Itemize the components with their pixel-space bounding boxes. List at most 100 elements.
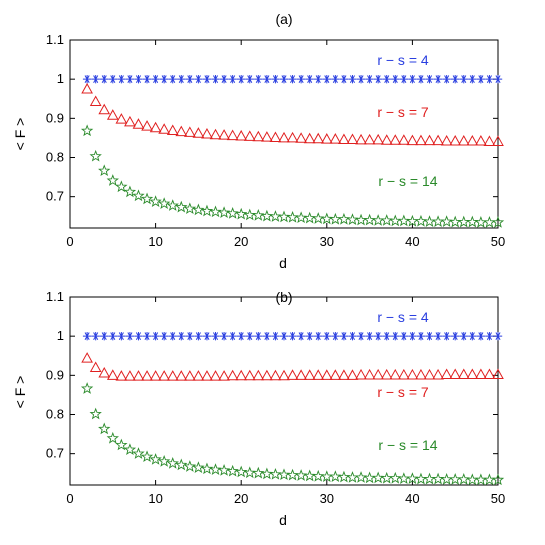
panel-a-point-rs14: [380, 214, 393, 226]
panel-b-point-rs7: [303, 369, 316, 380]
panel-b-point-rs7: [389, 368, 402, 380]
panel-b-point-rs4: [142, 331, 152, 341]
panel-b-point-rs14: [98, 422, 111, 435]
panel-b-point-rs14: [157, 455, 171, 467]
panel-a-point-rs14: [312, 212, 325, 224]
panel-a-point-rs7: [115, 113, 128, 124]
panel-b-point-rs7: [423, 368, 436, 380]
panel-b-point-rs4: [399, 331, 409, 341]
panel-a-point-rs7: [278, 131, 290, 143]
panel-b-point-rs14: [192, 461, 205, 473]
panel-b-point-rs4: [296, 331, 306, 341]
panel-b-point-rs14: [449, 473, 462, 485]
panel-b-point-rs14: [397, 472, 411, 484]
panel-b-xtick-label: 50: [491, 491, 505, 506]
panel-b-point-rs4: [459, 331, 468, 341]
panel-b-point-rs4: [425, 331, 434, 341]
panel-a-point-rs4: [382, 74, 391, 84]
panel-a-point-rs7: [261, 131, 273, 142]
panel-b-label-rs4: r − s = 4: [377, 309, 429, 325]
panel-b-point-rs4: [305, 331, 314, 341]
panel-a-point-rs4: [194, 74, 203, 84]
panel-a-point-rs7: [235, 129, 248, 141]
panel-a-point-rs7: [252, 130, 265, 142]
panel-a-point-rs14: [226, 207, 239, 219]
panel-a-point-rs7: [475, 135, 487, 146]
panel-b-point-rs14: [474, 473, 488, 486]
panel-a-point-rs7: [397, 134, 410, 145]
panel-b-point-rs4: [211, 331, 220, 341]
panel-b-point-rs7: [372, 368, 385, 380]
panel-b: (b) d < F > r − s = 4 r − s = 7 r − s = …: [12, 289, 505, 528]
panel-a-point-rs14: [260, 209, 274, 222]
panel-a-point-rs4: [202, 74, 212, 84]
panel-a-point-rs4: [314, 74, 323, 84]
panel-b-point-rs4: [451, 331, 460, 341]
panel-b-point-rs7: [89, 361, 102, 372]
panel-a-point-rs4: [125, 74, 135, 84]
panel-b-point-rs4: [125, 331, 135, 341]
panel-b-point-rs4: [433, 331, 443, 341]
panel-a-point-rs4: [228, 74, 237, 84]
panel-a-point-rs4: [142, 74, 152, 84]
panel-b-point-rs7: [218, 370, 230, 381]
panel-b-point-rs7: [183, 370, 196, 381]
panel-b-point-rs7: [192, 370, 205, 381]
panel-b-ytick-label: 0.9: [46, 367, 64, 382]
panel-a-point-rs7: [192, 127, 205, 138]
panel-a-xtick-label: 20: [234, 234, 248, 249]
panel-b-point-rs14: [235, 465, 248, 478]
panel-b-point-rs7: [158, 370, 171, 381]
panel-b-ytick-label: 1.1: [46, 289, 64, 304]
panel-a-point-rs14: [320, 212, 333, 225]
panel-a-point-rs14: [449, 215, 462, 228]
panel-a-point-rs7: [312, 132, 325, 144]
panel-b-point-rs4: [134, 331, 143, 341]
panel-b-point-rs7: [286, 369, 299, 380]
panel-a-point-rs14: [149, 195, 162, 208]
panel-b-point-rs7: [363, 368, 376, 380]
panel-b-point-rs7: [141, 370, 153, 381]
panel-b-point-rs7: [81, 352, 93, 363]
panel-a-point-rs14: [474, 216, 488, 228]
panel-a-point-rs14: [175, 200, 188, 213]
panel-b-point-rs14: [123, 443, 137, 455]
panel-b-point-rs4: [322, 331, 331, 341]
panel-b-point-rs7: [492, 368, 504, 380]
panel-b-point-rs4: [416, 331, 426, 341]
panel-a-point-rs14: [217, 206, 231, 218]
panel-b-point-rs7: [432, 368, 444, 380]
panel-a-point-rs14: [294, 211, 308, 224]
panel-a-point-rs14: [397, 214, 411, 227]
panel-a-point-rs4: [476, 74, 486, 84]
panel-a-point-rs7: [466, 135, 479, 146]
panel-b-point-rs14: [149, 453, 162, 465]
panel-b-point-rs4: [100, 331, 109, 341]
panel-a-point-rs7: [141, 120, 153, 131]
panel-a-point-rs14: [89, 149, 102, 162]
panel-b-point-rs4: [382, 331, 391, 341]
panel-b-point-rs7: [415, 368, 427, 380]
panel-a-point-rs7: [81, 82, 93, 94]
panel-a-point-rs4: [271, 74, 280, 84]
panel-a-point-rs4: [151, 74, 160, 84]
panel-b-point-rs7: [406, 368, 419, 380]
panel-b-point-rs4: [117, 331, 126, 341]
panel-a-point-rs4: [211, 74, 220, 84]
panel-b-point-rs14: [175, 458, 188, 471]
panel-a-point-rs4: [100, 74, 109, 84]
panel-b-point-rs4: [237, 331, 246, 341]
panel-b-xtick-label: 40: [405, 491, 419, 506]
panel-b-point-rs7: [380, 368, 393, 380]
panel-a-point-rs4: [451, 74, 460, 84]
panel-a-point-rs4: [134, 74, 143, 84]
panel-b-point-rs4: [279, 331, 289, 341]
panel-b-point-rs4: [485, 331, 494, 341]
panel-a-point-rs14: [200, 204, 214, 217]
panel-b-point-rs14: [337, 470, 351, 483]
panel-a-ytick-label: 1.1: [46, 32, 64, 47]
panel-b-point-rs4: [442, 331, 451, 341]
panel-b-point-rs14: [115, 438, 128, 451]
panel-b-point-rs14: [440, 473, 453, 485]
